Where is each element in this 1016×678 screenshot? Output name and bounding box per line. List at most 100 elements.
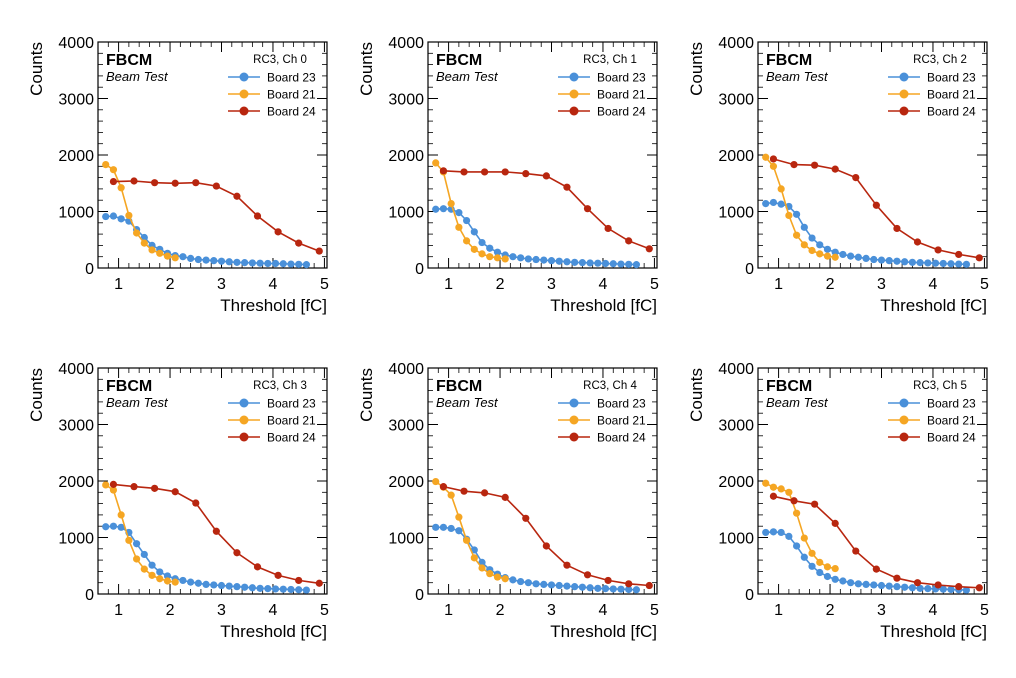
data-point-board-23	[524, 255, 532, 263]
data-point-board-23	[179, 576, 187, 585]
y-tick-label: 0	[85, 587, 94, 604]
data-point-board-24	[233, 192, 241, 200]
legend-marker-board-24	[569, 106, 579, 116]
data-point-board-24	[212, 182, 220, 190]
data-point-board-23	[148, 561, 156, 569]
subtitle-label: Beam Test	[436, 69, 499, 84]
data-point-board-23	[962, 586, 971, 594]
data-point-board-24	[893, 574, 901, 582]
y-axis-title: Counts	[357, 368, 376, 422]
data-point-board-21	[800, 534, 808, 542]
y-axis-title: Counts	[27, 42, 46, 96]
data-point-board-21	[462, 536, 471, 544]
data-point-board-21	[455, 513, 463, 521]
data-point-board-23	[617, 260, 625, 268]
data-point-board-21	[493, 254, 502, 262]
x-tick-label: 2	[166, 276, 175, 293]
data-point-board-23	[816, 241, 824, 249]
data-point-board-23	[102, 523, 110, 531]
x-tick-label: 3	[547, 276, 556, 293]
data-point-board-21	[792, 509, 801, 517]
data-point-board-23	[839, 250, 847, 259]
legend-marker-board-23	[569, 72, 579, 82]
data-point-board-23	[823, 245, 832, 253]
x-tick-label: 2	[166, 602, 175, 619]
legend-label-board-21: Board 21	[267, 88, 316, 102]
x-tick-label: 2	[826, 276, 835, 293]
data-point-board-23	[132, 540, 141, 548]
series-line-board-21	[765, 482, 836, 570]
data-point-board-24	[913, 579, 922, 587]
data-point-board-23	[279, 585, 287, 593]
data-point-board-23	[140, 233, 148, 242]
x-tick-label: 4	[929, 276, 938, 293]
subtitle-label: Beam Test	[106, 69, 169, 84]
data-point-board-24	[109, 480, 118, 488]
data-point-board-24	[563, 561, 571, 569]
data-point-board-23	[478, 558, 486, 566]
legend-marker-board-21	[569, 89, 579, 99]
legend-label-board-21: Board 21	[597, 414, 646, 428]
data-point-board-21	[117, 511, 125, 519]
data-point-board-23	[540, 580, 548, 588]
data-point-board-24	[645, 581, 653, 590]
chart-panel-1: 0 1000 2000 3000 4000 1 2 3 4 5 Threshold [fC] Coun…	[357, 35, 659, 315]
data-point-board-21	[156, 575, 164, 583]
legend-label-board-23: Board 23	[597, 71, 646, 85]
data-point-board-21	[132, 555, 141, 563]
data-point-board-21	[831, 253, 839, 261]
y-tick-label: 0	[745, 587, 754, 604]
data-point-board-23	[916, 259, 924, 267]
x-axis-title: Threshold [fC]	[550, 296, 657, 315]
x-axis-title: Threshold [fC]	[220, 622, 327, 641]
data-point-board-23	[202, 580, 210, 588]
data-point-board-23	[217, 581, 226, 590]
data-point-board-23	[555, 581, 563, 590]
data-point-board-23	[839, 577, 847, 585]
y-tick-label: 1000	[388, 531, 424, 548]
data-point-board-23	[823, 572, 832, 581]
data-point-board-24	[811, 500, 819, 508]
subtitle-label: Beam Test	[106, 395, 169, 410]
data-point-board-23	[854, 253, 862, 261]
data-point-board-21	[140, 239, 148, 247]
data-point-board-23	[601, 585, 610, 593]
data-point-board-21	[148, 246, 156, 254]
data-point-board-21	[148, 571, 156, 579]
data-point-board-23	[295, 586, 303, 594]
data-point-board-23	[271, 585, 280, 593]
x-tick-label: 1	[774, 602, 783, 619]
data-point-board-24	[481, 168, 489, 176]
legend-marker-board-24	[239, 432, 249, 442]
data-point-board-23	[109, 522, 118, 530]
x-tick-label: 4	[269, 602, 278, 619]
y-tick-label: 0	[85, 261, 94, 278]
data-point-board-24	[460, 487, 468, 495]
data-point-board-23	[287, 260, 295, 268]
data-point-board-23	[517, 254, 525, 262]
data-point-board-23	[563, 582, 571, 590]
legend-marker-board-24	[239, 106, 249, 116]
data-point-board-23	[847, 579, 855, 587]
data-point-board-23	[194, 255, 202, 264]
data-point-board-23	[264, 585, 272, 593]
data-point-board-23	[295, 260, 303, 268]
data-point-board-21	[769, 483, 778, 491]
data-point-board-21	[501, 575, 509, 583]
x-tick-label: 4	[599, 602, 608, 619]
data-point-board-23	[785, 532, 793, 540]
data-point-board-23	[462, 216, 471, 225]
legend-marker-board-23	[899, 398, 909, 408]
data-point-board-23	[478, 238, 486, 247]
x-tick-label: 1	[444, 276, 453, 293]
x-tick-label: 5	[320, 602, 329, 619]
x-tick-label: 5	[650, 602, 659, 619]
brand-label: FBCM	[106, 378, 152, 395]
data-point-board-23	[256, 584, 264, 592]
y-axis-title: Counts	[357, 42, 376, 96]
data-point-board-23	[885, 582, 893, 590]
legend-label-board-24: Board 24	[927, 431, 976, 445]
data-point-board-21	[785, 211, 793, 220]
data-point-board-21	[125, 536, 133, 544]
data-point-board-24	[769, 492, 778, 500]
